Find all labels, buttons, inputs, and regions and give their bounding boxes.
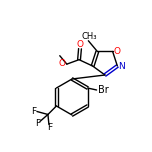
Text: F: F (31, 107, 36, 116)
Text: O: O (113, 47, 120, 56)
Text: N: N (118, 62, 125, 71)
Text: Br: Br (98, 85, 109, 95)
Text: F: F (35, 119, 40, 128)
Text: CH₃: CH₃ (82, 32, 97, 41)
Text: F: F (47, 123, 52, 132)
Text: O: O (76, 40, 83, 49)
Text: O: O (58, 59, 65, 68)
